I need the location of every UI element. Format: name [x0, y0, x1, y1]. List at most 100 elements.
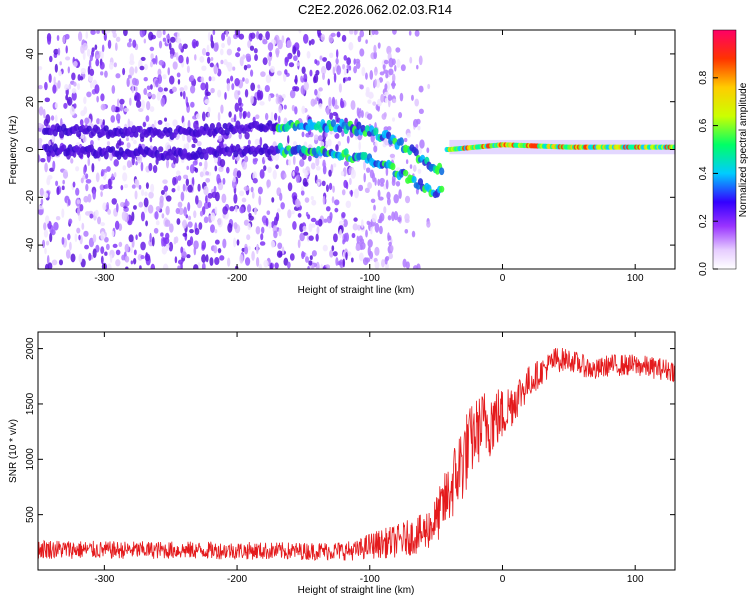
- lower-branch-cell: [343, 148, 349, 156]
- spectrogram-noise-cell: [379, 225, 383, 235]
- spectrogram-noise-cell: [342, 77, 346, 84]
- spectrogram-noise-cell: [265, 217, 269, 227]
- spectrogram-noise-cell: [40, 198, 44, 206]
- spectrogram-noise-cell: [63, 102, 68, 109]
- spectrogram-noise-cell: [372, 101, 377, 106]
- spectrogram-noise-cell: [161, 246, 168, 255]
- spectrogram-noise-cell: [121, 254, 125, 261]
- spectrogram-noise-cell: [370, 198, 376, 204]
- spectrogram-noise-cell: [70, 253, 76, 263]
- spectrogram-noise-cell: [84, 244, 89, 250]
- spectrogram-noise-cell: [154, 211, 159, 220]
- spectrogram-noise-cell: [398, 189, 402, 200]
- spectrogram-noise-cell: [148, 31, 154, 41]
- spectrogram-noise-cell: [268, 60, 271, 67]
- spectrogram-noise-cell: [199, 210, 204, 217]
- spectrogram-noise-cell: [156, 91, 161, 101]
- spectrogram-noise-cell: [328, 96, 332, 107]
- spectrogram-noise-cell: [383, 69, 389, 74]
- lower-branch-cell: [417, 178, 424, 186]
- spectrogram-x-label: Height of straight line (km): [298, 285, 415, 296]
- spectrogram-noise-cell: [189, 236, 194, 246]
- spectrogram-noise-cell: [105, 243, 110, 251]
- spectrogram-noise-cell: [172, 61, 178, 70]
- spectrogram-noise-cell: [209, 257, 214, 266]
- spectrogram-noise-cell: [260, 233, 264, 241]
- spectrogram-noise-cell: [350, 169, 356, 179]
- spectrogram-noise-cell: [123, 107, 130, 113]
- spectrogram-noise-cell: [44, 81, 48, 91]
- spectrogram-noise-cell: [341, 189, 346, 196]
- spectrogram-noise-cell: [85, 183, 89, 192]
- upper-branch-cell: [305, 124, 311, 132]
- spectrogram-noise-cell: [268, 94, 272, 102]
- spectrogram-noise-cell: [385, 72, 389, 79]
- spectrogram-noise-cell: [125, 266, 129, 269]
- spectrogram-noise-cell: [257, 84, 261, 89]
- spectrogram-noise-cell: [176, 72, 181, 78]
- spectrogram-noise-cell: [388, 68, 394, 76]
- spectrogram-noise-cell: [115, 73, 121, 79]
- spectrogram-noise-cell: [61, 185, 65, 191]
- spectrogram-noise-cell: [383, 206, 387, 214]
- spectrogram-noise-cell: [155, 80, 159, 88]
- spectrogram-noise-cell: [176, 218, 181, 225]
- spectrogram-noise-cell: [339, 220, 345, 226]
- spectrogram-noise-cell: [303, 73, 308, 83]
- spectrogram-noise-cell: [203, 216, 209, 224]
- spectrogram-noise-cell: [111, 198, 117, 205]
- spectrogram-noise-cell: [343, 160, 349, 167]
- spectrogram-noise-cell: [393, 194, 399, 204]
- spectrogram-noise-cell: [185, 178, 190, 186]
- spectrogram-noise-cell: [135, 161, 138, 166]
- spectrogram-noise-cell: [67, 198, 71, 206]
- spectrogram-noise-cell: [100, 191, 103, 197]
- spectrogram-noise-cell: [199, 56, 205, 63]
- spectrogram-noise-cell: [234, 78, 240, 87]
- spectrogram-y-tick-label: -40: [25, 237, 36, 252]
- spectrogram-noise-cell: [210, 40, 215, 49]
- spectrogram-noise-cell: [185, 183, 188, 192]
- spectrogram-noise-cell: [55, 180, 59, 187]
- spectrogram-noise-cell: [53, 221, 59, 231]
- snr-panel: -300 -200 -100 0 100 500 1000 1500 2000 Height …: [8, 331, 676, 596]
- spectrogram-noise-cell: [338, 83, 342, 93]
- spectrogram-noise-cell: [355, 58, 361, 64]
- spectrogram-noise-cell: [226, 82, 230, 92]
- spectrogram-noise-cell: [61, 236, 65, 245]
- spectrogram-noise-cell: [303, 81, 309, 91]
- spectrogram-noise-cell: [88, 237, 95, 248]
- snr-x-label: Height of straight line (km): [298, 585, 415, 596]
- spectrogram-noise-cell: [219, 255, 225, 261]
- spectrogram-noise-cell: [67, 233, 71, 241]
- spectrogram-noise-cell: [318, 87, 323, 92]
- spectrogram-noise-cell: [308, 260, 313, 266]
- spectrogram-noise-cell: [198, 161, 203, 167]
- spectrogram-noise-cell: [330, 32, 336, 37]
- spectrogram-noise-cell: [129, 60, 135, 66]
- spectrogram-noise-cell: [244, 78, 249, 85]
- spectrogram-noise-cell: [49, 232, 53, 243]
- lower-branch-cell: [390, 162, 396, 171]
- spectrogram-noise-cell: [190, 101, 195, 108]
- spectrogram-noise-cell: [126, 77, 130, 88]
- spectrogram-noise-cell: [404, 228, 409, 234]
- spectrogram-noise-cell: [209, 62, 214, 68]
- spectrogram-noise-cell: [147, 204, 154, 214]
- spectrogram-noise-cell: [156, 30, 162, 39]
- spectrogram-noise-cell: [265, 31, 270, 41]
- spectrogram-noise-cell: [229, 206, 235, 212]
- spectrogram-noise-cell: [367, 246, 371, 257]
- spectrogram-noise-cell: [269, 51, 273, 58]
- spectrogram-noise-cell: [140, 56, 146, 62]
- spectrogram-noise-cell: [62, 35, 66, 44]
- spectrogram-noise-cell: [214, 239, 220, 245]
- spectrogram-noise-cell: [224, 91, 227, 100]
- spectrogram-noise-cell: [150, 183, 155, 193]
- spectrogram-noise-cell: [83, 106, 88, 115]
- spectrogram-noise-cell: [315, 69, 320, 76]
- spectrogram-noise-cell: [64, 84, 69, 91]
- spectrogram-noise-cell: [246, 204, 252, 213]
- spectrogram-noise-cell: [320, 263, 324, 269]
- spectrogram-noise-cell: [80, 44, 85, 54]
